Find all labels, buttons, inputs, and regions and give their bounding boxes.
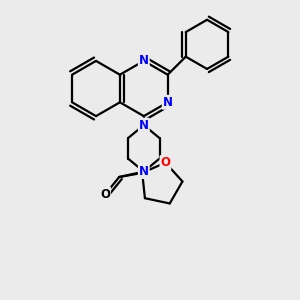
Text: N: N <box>163 96 173 109</box>
Text: O: O <box>100 188 110 201</box>
Text: O: O <box>160 156 170 169</box>
Text: N: N <box>139 118 149 132</box>
Text: N: N <box>139 54 149 68</box>
Text: N: N <box>139 165 149 178</box>
